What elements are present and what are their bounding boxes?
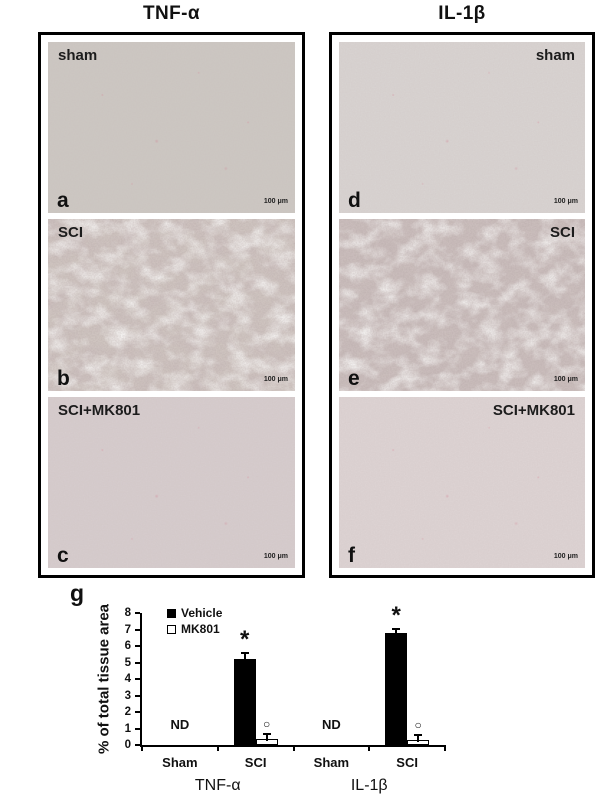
x-category-label: Sham <box>162 755 198 770</box>
error-bar <box>417 735 420 743</box>
y-tick-mark <box>135 694 140 697</box>
y-tick-mark <box>135 661 140 664</box>
stain-specks <box>48 42 295 214</box>
error-bar-cap <box>240 652 249 655</box>
condition-label-b: SCI <box>58 224 84 242</box>
error-bar <box>395 630 398 635</box>
bar-chart-panel-g: g % of total tissue area 0 1 2 3 4 5 6 7 8 Sham SC… <box>0 580 600 800</box>
panel-letter-a: a <box>57 189 69 213</box>
significance-asterisk: * <box>391 602 401 630</box>
legend-label: Vehicle <box>181 606 223 620</box>
y-tick-label: 7 <box>124 623 131 636</box>
y-tick-label: 8 <box>124 607 131 619</box>
legend-swatch <box>167 608 176 618</box>
error-bar-cap <box>392 628 401 631</box>
scale-bar: 100 μm <box>554 545 578 563</box>
y-tick-mark <box>135 645 140 647</box>
y-tick-mark <box>135 744 140 746</box>
micrograph-panel-a: sham a 100 μm <box>48 42 295 214</box>
x-tick-mark <box>368 745 371 751</box>
scale-bar-label: 100 μm <box>553 198 578 206</box>
significance-circle: ○ <box>263 717 271 732</box>
scale-bar-label: 100 μm <box>553 552 578 560</box>
y-tick-label: 1 <box>124 722 131 735</box>
x-category-label: SCI <box>396 755 418 770</box>
scale-bar: 100 μm <box>264 545 288 563</box>
micrograph-panel-c: SCI+MK801 c 100 μm <box>48 396 295 568</box>
scale-bar: 100 μm <box>554 190 578 208</box>
y-tick-mark <box>135 612 140 614</box>
micrograph-frame-tnf-alpha: sham a 100 μm SCI b 100 μm SCI+MK801 c 100 <box>38 32 305 578</box>
panel-letter-b: b <box>57 366 70 390</box>
x-group-label: TNF-α <box>194 777 241 794</box>
y-tick-label: 6 <box>124 640 131 652</box>
scale-bar-label: 100 μm <box>263 375 288 383</box>
micrograph-frame-il-1beta: sham d 100 μm SCI e 100 μm SCI+MK801 f 100 <box>329 32 595 578</box>
condition-label-a: sham <box>58 47 98 64</box>
y-tick-mark <box>135 711 140 713</box>
scale-bar: 100 μm <box>264 190 288 208</box>
condition-label-d: sham <box>535 47 575 64</box>
y-tick-label: 2 <box>124 706 131 718</box>
micrograph-panel-b: SCI b 100 μm <box>48 219 295 391</box>
not-detected-label: ND <box>170 717 190 732</box>
x-tick-mark <box>141 745 143 751</box>
y-tick-mark <box>135 727 140 730</box>
error-bar-cap <box>262 733 271 736</box>
condition-label-f: SCI+MK801 <box>492 401 575 419</box>
x-tick-mark <box>444 745 446 751</box>
micrograph-panel-f: SCI+MK801 f 100 μm <box>339 396 585 568</box>
legend-item-vehicle: Vehicle <box>167 605 222 621</box>
y-tick-mark <box>135 628 140 631</box>
stain-specks <box>48 396 295 568</box>
panel-letter-d: d <box>348 189 361 213</box>
stain-specks <box>339 396 585 568</box>
plot-area: 0 1 2 3 4 5 6 7 8 Sham SCI Sham SCI TNF-α IL-1β * * ○ ○ ND N… <box>125 604 446 794</box>
x-category-label: Sham <box>313 755 350 770</box>
significance-asterisk: * <box>239 626 250 654</box>
panel-letter-c: c <box>57 543 69 567</box>
micrograph-panel-d: sham d 100 μm <box>339 42 585 214</box>
x-tick-mark <box>292 745 295 751</box>
x-group-label: IL-1β <box>350 777 388 794</box>
condition-label-e: SCI <box>549 224 575 242</box>
significance-circle: ○ <box>414 717 422 732</box>
y-tick-label: 3 <box>124 689 131 702</box>
legend-item-mk801: MK801 <box>167 621 222 637</box>
y-tick-label: 0 <box>124 739 131 751</box>
error-bar-cap <box>414 733 423 736</box>
micrograph-panel-e: SCI e 100 μm <box>339 219 585 391</box>
error-bar <box>265 735 268 742</box>
legend-swatch <box>167 624 176 634</box>
panel-letter-f: f <box>348 543 355 567</box>
x-category-label: SCI <box>244 755 267 770</box>
y-tick-mark <box>135 678 140 680</box>
y-tick-label: 4 <box>124 673 131 685</box>
y-tick-label: 5 <box>124 656 131 669</box>
column-title-tnf-alpha: TNF-α <box>143 3 200 24</box>
panel-letter-e: e <box>348 366 360 390</box>
scale-bar: 100 μm <box>264 368 288 386</box>
scale-bar: 100 μm <box>554 368 578 386</box>
stain-specks <box>339 42 585 214</box>
legend-label: MK801 <box>181 622 220 636</box>
y-axis-label: % of total tissue area <box>95 603 113 755</box>
column-title-il-1beta: IL-1β <box>438 3 486 24</box>
bar-vehicle-sci <box>233 659 256 745</box>
x-tick-mark <box>216 745 219 751</box>
scale-bar-label: 100 μm <box>263 552 288 560</box>
scale-bar-label: 100 μm <box>263 198 288 206</box>
error-bar <box>243 654 246 662</box>
panel-letter-g: g <box>70 580 85 606</box>
not-detected-label: ND <box>321 717 341 732</box>
chart-legend: Vehicle MK801 <box>167 605 222 637</box>
condition-label-c: SCI+MK801 <box>58 401 141 419</box>
bar-vehicle-sci <box>385 632 408 745</box>
scale-bar-label: 100 μm <box>553 375 578 383</box>
